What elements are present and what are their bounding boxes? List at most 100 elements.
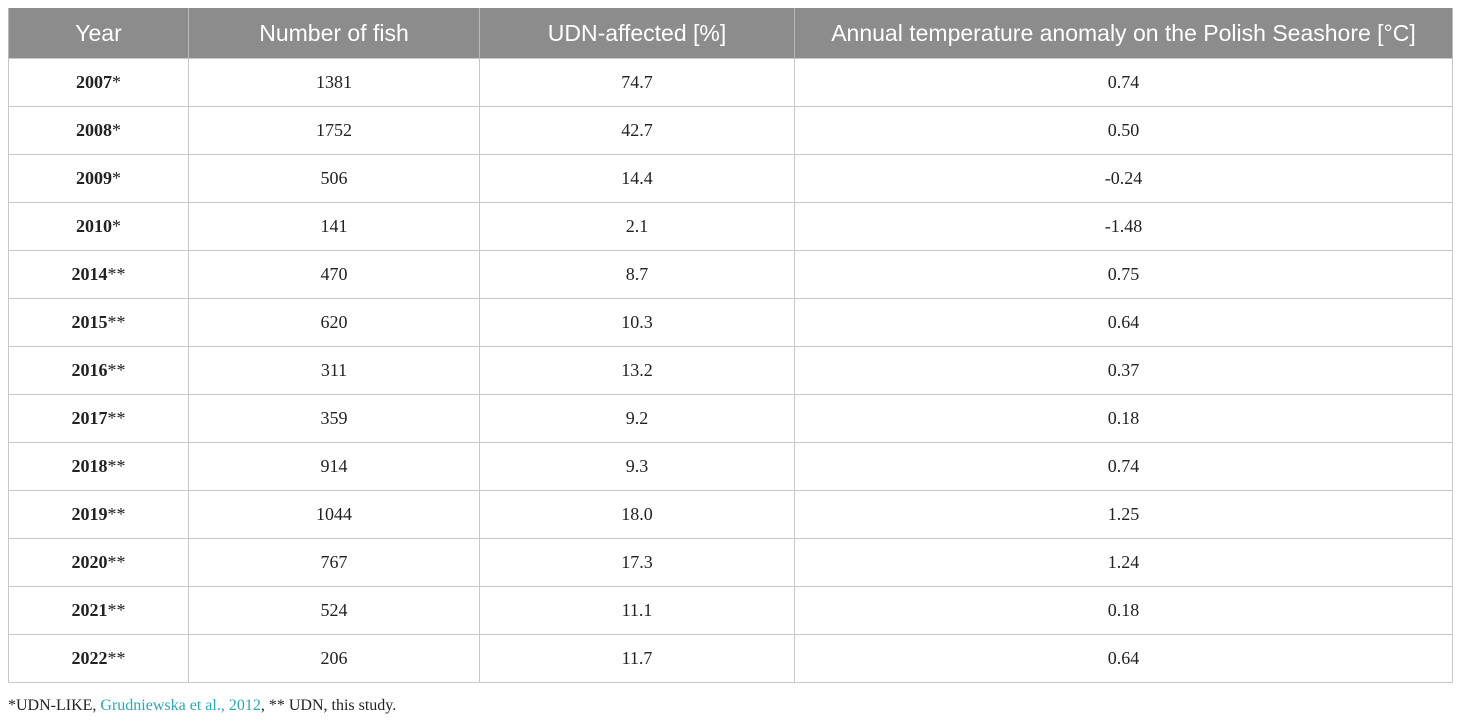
year-footnote-mark: ** xyxy=(107,264,126,284)
cell-udn-affected: 2.1 xyxy=(479,202,795,251)
cell-year: 2019** xyxy=(8,490,189,539)
table-row: 2007* 1381 74.7 0.74 xyxy=(8,58,1453,107)
year-value: 2019 xyxy=(71,504,108,524)
cell-year: 2017** xyxy=(8,394,189,443)
cell-year: 2010* xyxy=(8,202,189,251)
cell-temperature-anomaly: 0.18 xyxy=(794,394,1453,443)
cell-number-of-fish: 524 xyxy=(188,586,480,635)
table-row: 2019** 1044 18.0 1.25 xyxy=(8,490,1453,539)
data-table: Year Number of fish UDN-affected [%] Ann… xyxy=(8,8,1453,683)
cell-temperature-anomaly: 0.37 xyxy=(794,346,1453,395)
table-row: 2010* 141 2.1 -1.48 xyxy=(8,202,1453,251)
year-value: 2020 xyxy=(71,552,108,572)
year-footnote-mark: ** xyxy=(107,504,126,524)
cell-udn-affected: 17.3 xyxy=(479,538,795,587)
year-value: 2015 xyxy=(71,312,108,332)
table-row: 2009* 506 14.4 -0.24 xyxy=(8,154,1453,203)
citation-link[interactable]: Grudniewska et al., 2012 xyxy=(100,697,261,714)
table-row: 2015** 620 10.3 0.64 xyxy=(8,298,1453,347)
cell-udn-affected: 74.7 xyxy=(479,58,795,107)
cell-number-of-fish: 620 xyxy=(188,298,480,347)
cell-year: 2021** xyxy=(8,586,189,635)
cell-temperature-anomaly: -0.24 xyxy=(794,154,1453,203)
data-table-container: Year Number of fish UDN-affected [%] Ann… xyxy=(8,8,1453,683)
cell-temperature-anomaly: 1.24 xyxy=(794,538,1453,587)
table-row: 2021** 524 11.1 0.18 xyxy=(8,586,1453,635)
header-temperature-anomaly: Annual temperature anomaly on the Polish… xyxy=(794,8,1453,59)
cell-year: 2014** xyxy=(8,250,189,299)
cell-udn-affected: 42.7 xyxy=(479,106,795,155)
cell-year: 2008* xyxy=(8,106,189,155)
cell-udn-affected: 14.4 xyxy=(479,154,795,203)
cell-number-of-fish: 914 xyxy=(188,442,480,491)
year-value: 2010 xyxy=(76,216,112,236)
cell-temperature-anomaly: 0.64 xyxy=(794,298,1453,347)
year-footnote-mark: ** xyxy=(107,552,126,572)
cell-number-of-fish: 1044 xyxy=(188,490,480,539)
table-row: 2016** 311 13.2 0.37 xyxy=(8,346,1453,395)
table-row: 2017** 359 9.2 0.18 xyxy=(8,394,1453,443)
header-row: Year Number of fish UDN-affected [%] Ann… xyxy=(8,8,1453,59)
cell-udn-affected: 10.3 xyxy=(479,298,795,347)
cell-temperature-anomaly: 1.25 xyxy=(794,490,1453,539)
year-footnote-mark: ** xyxy=(107,312,126,332)
table-body: 2007* 1381 74.7 0.74 2008* 1752 42.7 0.50 2009* 5… xyxy=(8,58,1453,683)
cell-udn-affected: 8.7 xyxy=(479,250,795,299)
cell-temperature-anomaly: -1.48 xyxy=(794,202,1453,251)
header-year: Year xyxy=(8,8,189,59)
cell-year: 2018** xyxy=(8,442,189,491)
year-footnote-mark: ** xyxy=(107,408,126,428)
year-value: 2009 xyxy=(76,168,112,188)
cell-udn-affected: 13.2 xyxy=(479,346,795,395)
cell-number-of-fish: 470 xyxy=(188,250,480,299)
year-footnote-mark: ** xyxy=(107,360,126,380)
year-value: 2014 xyxy=(71,264,108,284)
cell-udn-affected: 11.7 xyxy=(479,634,795,683)
cell-temperature-anomaly: 0.75 xyxy=(794,250,1453,299)
year-value: 2008 xyxy=(76,120,112,140)
year-footnote-mark: * xyxy=(112,120,121,140)
table-row: 2020** 767 17.3 1.24 xyxy=(8,538,1453,587)
table-row: 2018** 914 9.3 0.74 xyxy=(8,442,1453,491)
year-value: 2022 xyxy=(71,648,108,668)
cell-number-of-fish: 311 xyxy=(188,346,480,395)
cell-udn-affected: 9.3 xyxy=(479,442,795,491)
cell-udn-affected: 18.0 xyxy=(479,490,795,539)
year-footnote-mark: * xyxy=(112,72,121,92)
cell-udn-affected: 11.1 xyxy=(479,586,795,635)
table-row: 2022** 206 11.7 0.64 xyxy=(8,634,1453,683)
cell-number-of-fish: 1381 xyxy=(188,58,480,107)
cell-number-of-fish: 206 xyxy=(188,634,480,683)
table-header: Year Number of fish UDN-affected [%] Ann… xyxy=(8,8,1453,59)
cell-number-of-fish: 767 xyxy=(188,538,480,587)
cell-temperature-anomaly: 0.74 xyxy=(794,58,1453,107)
table-row: 2008* 1752 42.7 0.50 xyxy=(8,106,1453,155)
cell-number-of-fish: 506 xyxy=(188,154,480,203)
header-udn-affected: UDN-affected [%] xyxy=(479,8,795,59)
footnote-prefix: *UDN-LIKE, xyxy=(8,697,101,714)
cell-year: 2007* xyxy=(8,58,189,107)
cell-year: 2016** xyxy=(8,346,189,395)
cell-temperature-anomaly: 0.18 xyxy=(794,586,1453,635)
year-footnote-mark: ** xyxy=(107,456,126,476)
cell-temperature-anomaly: 0.50 xyxy=(794,106,1453,155)
year-value: 2016 xyxy=(71,360,108,380)
cell-temperature-anomaly: 0.64 xyxy=(794,634,1453,683)
cell-year: 2020** xyxy=(8,538,189,587)
cell-year: 2015** xyxy=(8,298,189,347)
table-footnote: *UDN-LIKE, Grudniewska et al., 2012, ** … xyxy=(8,697,396,715)
year-footnote-mark: ** xyxy=(107,648,126,668)
year-value: 2021 xyxy=(71,600,108,620)
year-value: 2007 xyxy=(76,72,112,92)
cell-year: 2009* xyxy=(8,154,189,203)
cell-number-of-fish: 141 xyxy=(188,202,480,251)
year-value: 2017 xyxy=(71,408,108,428)
table-row: 2014** 470 8.7 0.75 xyxy=(8,250,1453,299)
year-footnote-mark: * xyxy=(112,168,121,188)
header-number-of-fish: Number of fish xyxy=(188,8,480,59)
cell-number-of-fish: 1752 xyxy=(188,106,480,155)
year-footnote-mark: ** xyxy=(107,600,126,620)
cell-udn-affected: 9.2 xyxy=(479,394,795,443)
year-footnote-mark: * xyxy=(112,216,121,236)
cell-year: 2022** xyxy=(8,634,189,683)
